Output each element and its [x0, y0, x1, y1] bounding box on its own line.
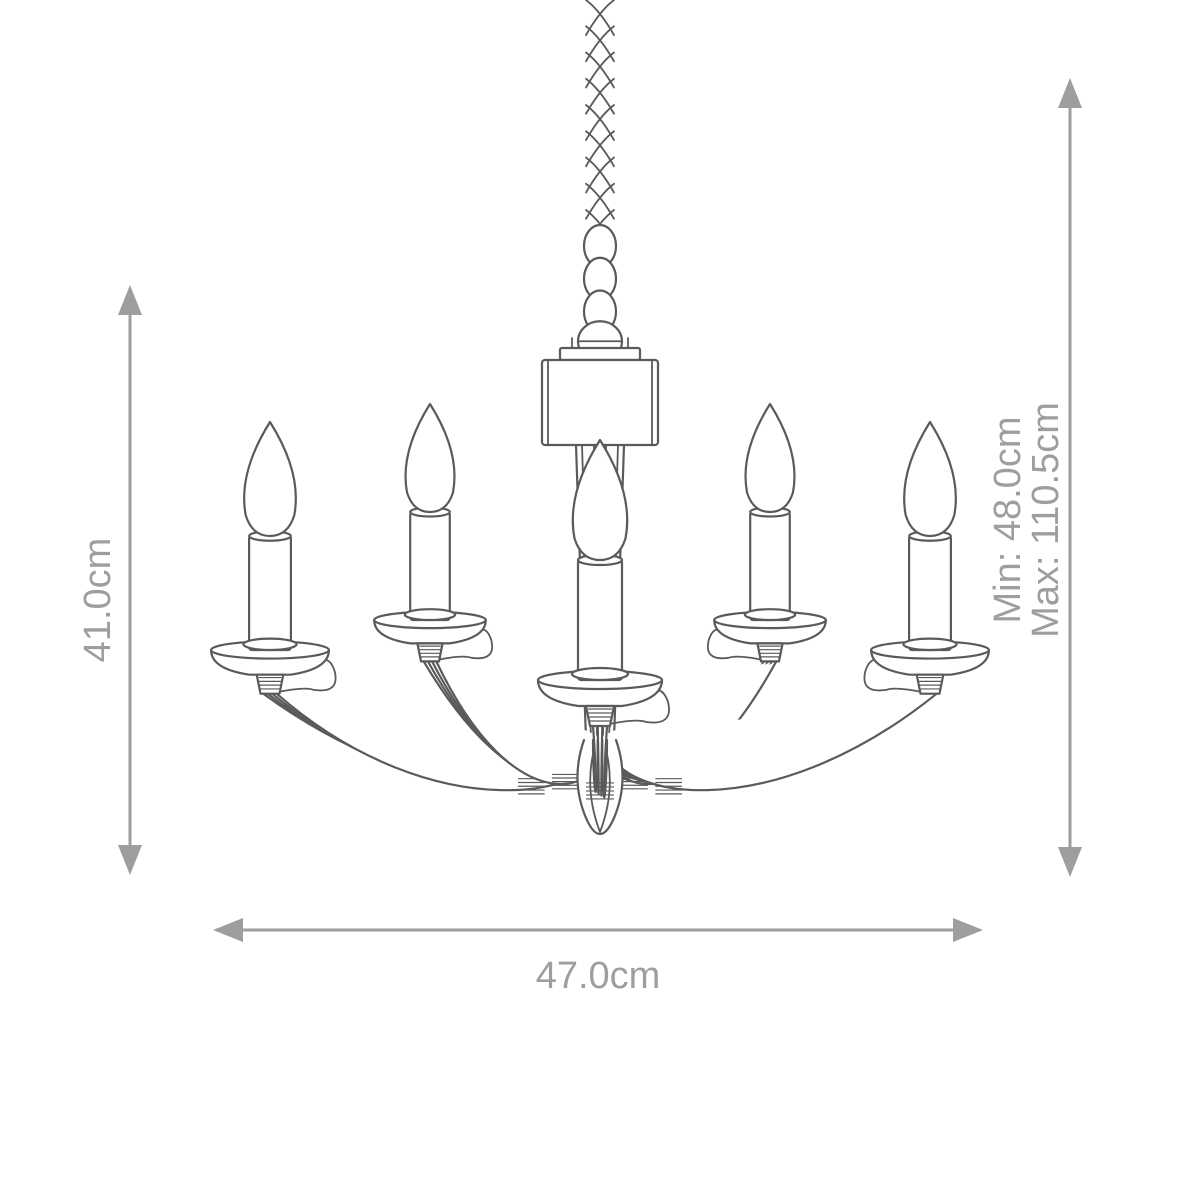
width-label: 47.0cm — [536, 955, 661, 997]
height-body-label: 41.0cm — [77, 538, 119, 663]
max-drop-label: Max: 110.5cm — [1025, 402, 1067, 638]
dimension-bottom: 47.0cm — [213, 918, 983, 997]
dimension-diagram: 41.0cm Min: 48.0cm Max: 110.5cm 47.0cm — [0, 0, 1200, 1200]
min-drop-label: Min: 48.0cm — [987, 417, 1029, 624]
chandelier-drawing — [211, 0, 989, 834]
dimension-left: 41.0cm — [77, 285, 142, 875]
dimension-right: Min: 48.0cm Max: 110.5cm — [987, 78, 1082, 877]
